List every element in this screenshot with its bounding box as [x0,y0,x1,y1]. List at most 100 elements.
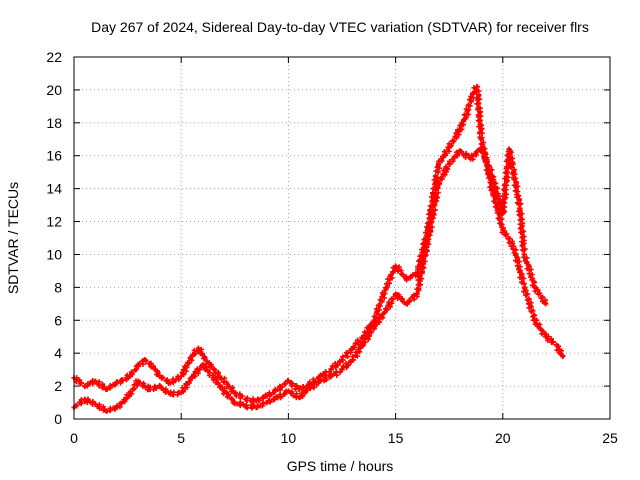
data-marker [528,308,534,315]
data-marker [378,313,385,319]
data-marker [399,272,405,278]
data-marker [419,247,425,253]
data-marker [424,244,430,250]
data-marker [279,384,285,390]
data-marker [535,287,541,293]
data-marker [191,371,197,378]
data-marker [114,379,120,385]
data-marker [528,304,534,310]
data-marker [465,102,472,108]
data-marker [406,297,412,303]
data-marker [515,189,521,195]
data-marker [297,385,303,391]
x-tick-label: 15 [388,430,404,446]
data-marker [387,304,393,310]
data-marker [429,224,435,230]
data-marker [354,353,360,359]
data-marker [459,120,465,126]
series-1 [71,84,566,405]
data-marker [470,153,476,159]
data-marker [485,164,491,171]
data-marker [417,274,423,280]
data-marker [478,136,484,143]
data-marker [124,372,130,378]
data-marker [515,183,521,190]
data-marker [107,384,113,391]
data-marker [328,372,334,378]
data-marker [225,384,231,390]
data-marker [467,97,473,103]
y-tick-label: 18 [46,115,62,131]
data-marker [407,275,413,281]
data-marker [524,297,530,303]
x-tick-label: 10 [281,430,297,446]
data-marker [107,407,113,414]
data-marker [528,266,534,273]
data-marker [433,168,439,174]
data-marker [233,393,239,399]
data-marker [328,367,334,373]
data-marker [500,193,506,199]
data-marker [308,383,314,389]
data-marker [517,207,523,213]
data-marker [514,263,521,269]
data-marker [489,175,495,182]
data-marker [440,153,446,159]
y-tick-label: 14 [46,181,62,197]
data-marker [514,254,520,260]
y-tick-label: 6 [54,312,62,328]
data-marker [523,287,529,293]
data-marker [271,389,277,396]
data-marker [171,389,177,395]
data-marker [367,322,373,328]
data-marker [478,148,485,154]
data-marker [414,286,420,292]
data-marker [532,288,538,294]
x-axis-label: GPS time / hours [287,458,394,474]
y-tick-label: 2 [54,378,62,394]
data-marker [536,290,542,297]
data-marker [477,108,483,115]
x-tick-label: 0 [70,430,78,446]
data-marker [381,295,387,301]
data-marker [431,212,437,218]
data-marker [465,111,471,117]
data-marker [506,240,512,246]
data-marker [428,229,434,235]
data-marker [492,180,498,186]
data-marker [90,399,96,406]
data-marker [183,382,189,388]
data-points [71,84,566,414]
data-marker [217,384,223,390]
data-marker [516,258,522,265]
data-marker [413,291,419,297]
data-marker [386,299,392,305]
data-marker [218,376,225,382]
data-marker [432,173,439,179]
data-marker [323,376,330,383]
data-marker [404,277,410,283]
data-marker [175,375,182,381]
y-tick-label: 4 [54,345,62,361]
data-marker [489,167,495,173]
data-marker [442,152,449,158]
data-marker [326,369,332,375]
data-marker [114,403,120,409]
data-marker [184,364,190,370]
data-marker [437,175,444,182]
data-marker [453,130,459,136]
data-marker [334,362,341,368]
data-marker [538,295,544,301]
data-marker [396,294,402,300]
grid [74,57,610,419]
data-marker [377,297,383,303]
data-marker [499,216,505,222]
data-marker [77,399,83,406]
data-marker [383,306,389,312]
data-marker [121,396,127,403]
data-marker [202,365,208,371]
data-marker [425,231,431,237]
data-marker [185,359,191,366]
data-marker [129,370,135,377]
data-marker [476,124,482,130]
